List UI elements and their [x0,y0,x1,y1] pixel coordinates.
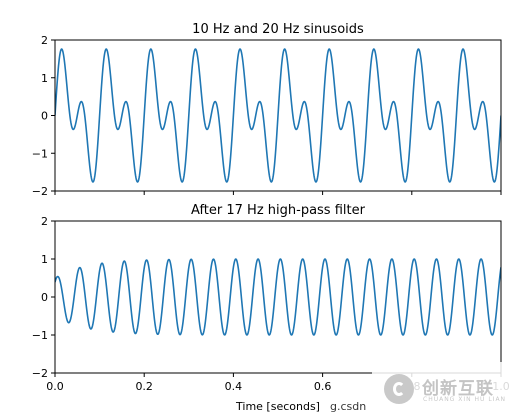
x-tick-label: 0.2 [135,380,153,393]
y-tick-label: 0 [41,110,48,123]
y-tick-label: −1 [32,329,48,342]
x-tick-label: 0.6 [314,380,332,393]
watermark-overlay-text: g.csdn [330,400,366,413]
x-tick-label: 0.4 [225,380,243,393]
chart-1: 10 Hz and 20 Hz sinusoids −2 −1 0 1 2 [32,22,502,198]
y-tick-label: 2 [41,34,48,47]
y-tick-label: 0 [41,291,48,304]
series-line [55,258,501,336]
series-line [55,48,501,183]
y-tick-label: −2 [32,185,48,198]
watermark: 创新互联 CHUANG XIN HU LIAN [372,362,518,418]
y-tick-label: 1 [41,253,48,266]
watermark-subtext: CHUANG XIN HU LIAN [423,396,507,403]
watermark-text: 创新互联 [422,379,494,399]
y-tick-label: 2 [41,215,48,228]
x-tick-label: 0.0 [46,380,64,393]
watermark-logo-icon [384,374,414,404]
axes-frame [54,220,502,374]
chart-title: After 17 Hz high-pass filter [191,203,366,218]
y-tick-label: −1 [32,147,48,160]
chart-title: 10 Hz and 20 Hz sinusoids [192,22,364,37]
y-tick-label: 1 [41,72,48,85]
y-tick-label: −2 [32,367,48,380]
x-axis-label: Time [seconds] [235,400,320,413]
